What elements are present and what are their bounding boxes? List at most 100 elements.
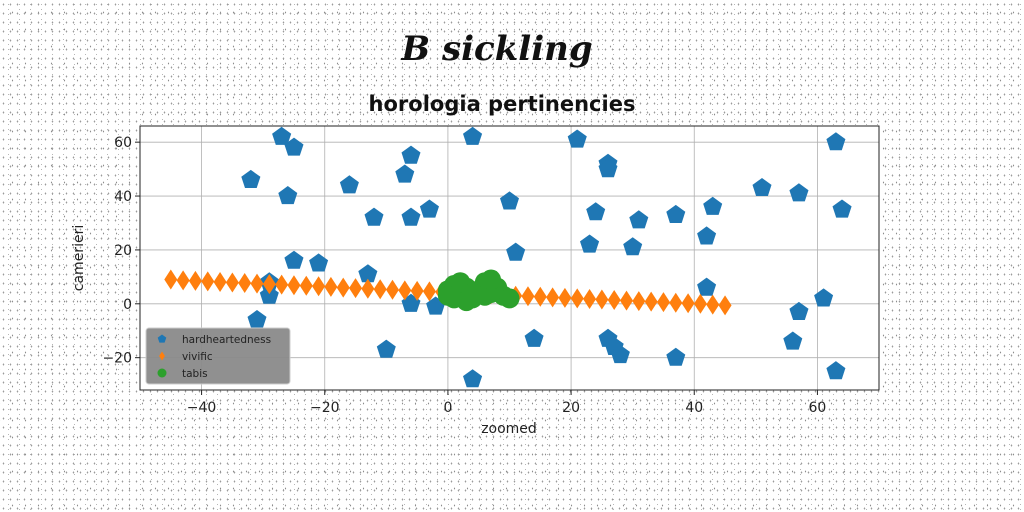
data-point [401,207,421,226]
data-point [395,164,415,183]
data-point [629,210,649,229]
x-tick-label: −40 [187,400,217,416]
data-point [247,310,267,328]
data-point [620,290,634,311]
data-point [312,276,326,297]
data-point [644,291,658,312]
x-tick-label: 40 [685,400,703,416]
data-point [586,202,606,221]
data-point [278,186,298,205]
plot-area [139,125,880,391]
data-point [752,178,772,196]
data-point [814,288,834,307]
x-tick-label: 0 [443,400,452,416]
y-tick-label: 20 [114,243,132,259]
data-point [783,331,803,350]
legend-box [145,327,291,385]
data-point [275,274,289,295]
data-point [385,279,399,300]
data-point [610,345,630,364]
data-point [422,281,436,302]
data-point [693,293,707,314]
data-point [570,288,584,309]
data-point [789,183,809,202]
data-point [718,295,732,316]
data-point [567,129,587,148]
y-tick-label: 40 [114,189,132,205]
x-tick-label: −20 [310,400,340,416]
legend-marker [157,368,167,378]
data-point [832,199,852,218]
y-axis-label: camerieri [71,225,87,291]
data-point [250,273,264,294]
data-point [558,287,572,308]
legend-label: vivific [182,351,213,363]
data-point [703,196,723,215]
series-hardheartedness [241,126,852,388]
data-point [826,361,846,380]
data-point [364,207,384,226]
legend-marker [157,334,167,343]
y-tick-label: 0 [123,297,132,313]
data-point [339,175,359,194]
data-point [201,271,215,292]
data-point [262,274,276,295]
data-point [481,269,502,290]
data-point [241,169,261,188]
data-point [284,137,304,156]
data-point [500,191,519,210]
data-point [706,294,720,315]
data-point [164,269,178,290]
data-point [349,278,363,299]
data-point [398,280,412,301]
data-point [506,242,526,261]
data-point [287,275,301,296]
series-tabis [437,269,520,312]
data-point [580,234,600,253]
data-point [463,369,483,388]
data-point [176,270,190,291]
data-point [213,271,227,292]
data-point [623,237,643,256]
data-point [656,292,670,313]
data-point [521,286,535,307]
data-point [188,270,202,291]
chart-suptitle: B sickling [400,29,592,69]
data-point [358,264,378,283]
data-point [666,204,686,223]
data-point [272,126,292,145]
legend-label: hardheartedness [182,334,271,346]
x-tick-label: 20 [562,400,580,416]
data-point [238,273,252,294]
data-point [474,285,495,306]
data-point [533,286,547,307]
data-point [499,288,520,309]
data-point [419,199,439,218]
data-point [336,277,350,298]
data-point [463,126,483,145]
data-point [437,285,458,306]
y-tick-label: −20 [102,351,132,367]
data-point [697,226,717,245]
data-point [669,292,683,313]
data-point [299,275,313,296]
data-point [826,132,846,151]
data-point [681,293,695,314]
chart-title: horologia pertinencies [369,92,636,116]
data-point [410,280,424,301]
data-point [361,278,375,299]
data-point [324,276,338,297]
legend-label: tabis [182,368,208,380]
legend: hardheartedness vivific tabis [145,327,291,385]
y-tick-label: 60 [114,135,132,151]
data-point [789,301,809,320]
data-point [598,159,618,178]
data-point [666,347,686,366]
data-point [456,291,477,312]
x-axis-label: zoomed [481,421,537,437]
data-point [632,291,646,312]
data-point [284,250,304,269]
data-point [595,289,609,310]
data-point [401,145,421,164]
